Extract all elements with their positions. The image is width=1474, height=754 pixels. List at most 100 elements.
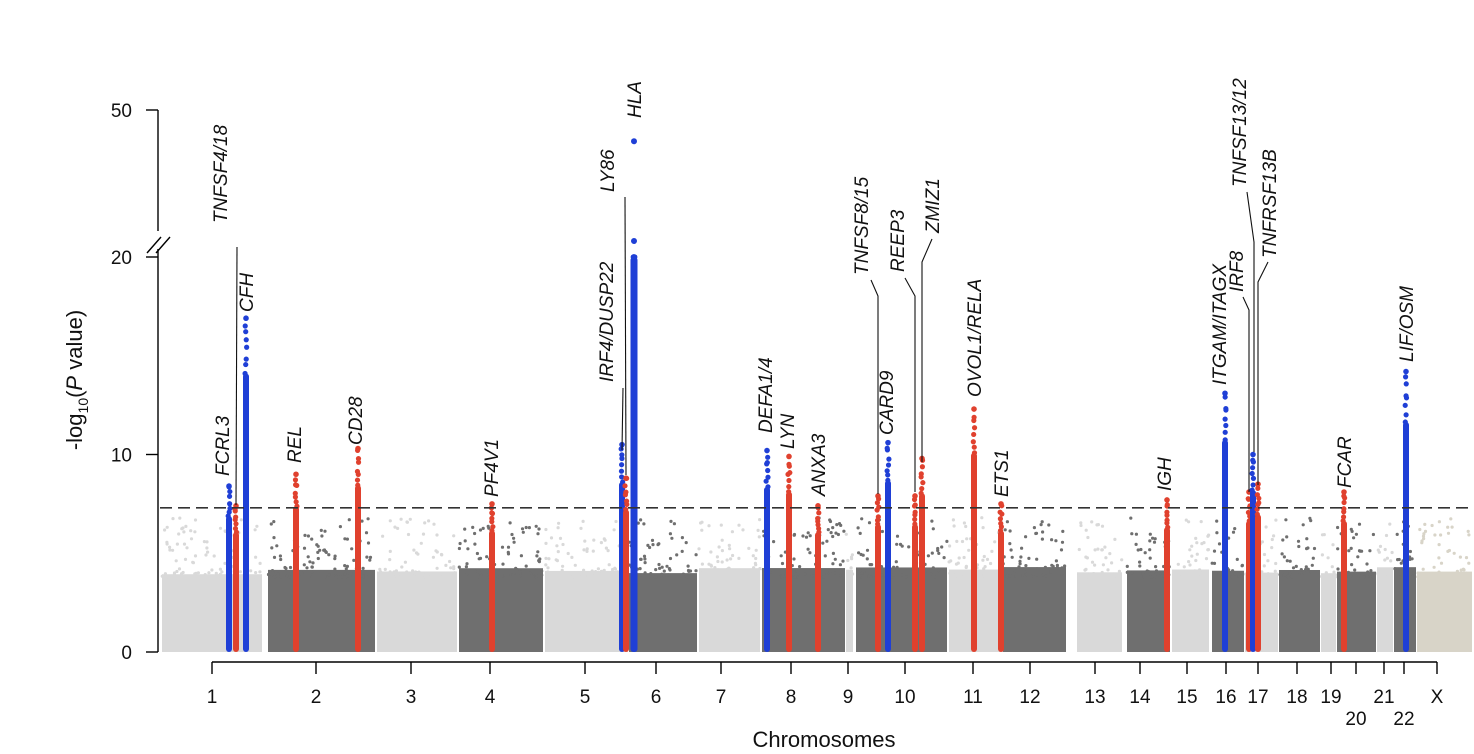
- chromosome-5-point: [599, 569, 604, 574]
- chromosome-12-point: [1055, 565, 1059, 570]
- chromosome-5-point: [579, 526, 583, 531]
- chromosome-2-point: [302, 546, 307, 550]
- chromosome-2-point: [278, 554, 282, 558]
- peak-igh-point: [1164, 502, 1170, 508]
- chromosome-6-point: [657, 562, 661, 567]
- chromosome-5-point: [599, 541, 604, 545]
- chromosome-2-point: [305, 566, 309, 570]
- peak-lif-osm-max: [1403, 368, 1409, 375]
- chromosome-14-point: [1147, 570, 1151, 574]
- chromosome-13-point: [1104, 556, 1108, 560]
- chromosome-6-point: [680, 549, 684, 554]
- chromosome-11-point: [990, 549, 994, 554]
- chromosome-3-point: [403, 560, 407, 564]
- chromosome-4-point: [478, 571, 482, 575]
- chromosome-7-point: [744, 572, 748, 576]
- chromosome-13-point: [1079, 523, 1083, 528]
- chromosome-5-point: [554, 572, 558, 577]
- chromosome-7-point: [747, 546, 751, 551]
- chromosome-4-point: [475, 551, 479, 556]
- chromosome-4-point: [534, 524, 538, 528]
- chromosome-11-point: [962, 521, 967, 525]
- chromosome-3-point: [392, 575, 396, 579]
- peak-ets1-point: [998, 520, 1004, 527]
- chromosome-6-point: [694, 569, 698, 573]
- chromosome-5-point: [583, 539, 587, 543]
- chromosome-20-point: [1371, 532, 1375, 537]
- chromosome-8-point: [828, 518, 832, 522]
- chromosome-9-point: [844, 532, 848, 536]
- x-tick-label-chr-12: 12: [1019, 687, 1040, 708]
- peak-card9-point: [885, 477, 891, 483]
- chromosome-1-point: [165, 540, 169, 544]
- chromosome-3-point: [434, 549, 438, 553]
- chromosome-12-point: [1041, 530, 1045, 534]
- chromosome-12-band: [1003, 567, 1066, 652]
- peak-hla-point: [631, 238, 637, 244]
- chromosome-2-point: [327, 573, 331, 577]
- chromosome-18-point: [1285, 559, 1289, 563]
- peak-fcar-point: [1340, 518, 1346, 524]
- chromosome-1-point: [178, 516, 182, 520]
- chromosome-4-point: [538, 557, 542, 561]
- peak-irf4-dusp22-point: [618, 474, 625, 480]
- peak-card9-max: [885, 439, 891, 446]
- peak-lif-osm-point: [1403, 393, 1409, 399]
- chromosome-1-point: [205, 540, 209, 544]
- chromosome-5-point: [544, 556, 548, 561]
- chromosome-2-point: [310, 575, 314, 579]
- peak-itgam-itagx-max: [1222, 390, 1228, 397]
- chromosome-6-band: [629, 573, 697, 652]
- gene-label-tnfrsf13b: TNFRSF13B: [1260, 149, 1281, 258]
- chromosome-12-point: [1027, 556, 1031, 561]
- chromosome-8-point: [831, 534, 835, 539]
- chromosome-2-point: [364, 531, 369, 535]
- chromosome-1-point: [193, 518, 198, 522]
- x-tick-label-chr-X: X: [1431, 687, 1444, 708]
- chromosome-X-point: [1439, 561, 1444, 565]
- chromosome-2-point: [274, 570, 278, 574]
- chromosome-18-point: [1294, 564, 1298, 569]
- chromosome-20-point: [1350, 563, 1354, 567]
- chromosome-15-point: [1187, 560, 1191, 564]
- leader-reep3: [904, 277, 916, 492]
- chromosome-6-point: [643, 557, 647, 561]
- chromosome-7-point: [741, 528, 745, 532]
- chromosome-4-point: [501, 562, 505, 566]
- peak-ly86-column: [623, 509, 629, 652]
- chromosome-1-point: [255, 524, 259, 528]
- chromosome-8-point: [806, 531, 810, 535]
- chromosome-13-point: [1079, 521, 1083, 525]
- chromosome-3-point: [448, 559, 452, 564]
- chromosome-X-point: [1430, 523, 1434, 528]
- peak-card9-point: [886, 456, 892, 462]
- peak-ets1-column: [998, 530, 1004, 652]
- chromosome-2-point: [343, 537, 347, 541]
- peak-ets1-max: [998, 501, 1004, 507]
- chromosome-14-point: [1138, 560, 1142, 564]
- chromosome-7-point: [719, 523, 723, 527]
- chromosome-5-point: [602, 568, 606, 572]
- chromosome-14-point: [1148, 556, 1152, 560]
- chromosome-10-point: [856, 526, 860, 530]
- chromosome-5-point: [547, 557, 551, 561]
- chromosome-6-point: [642, 554, 647, 558]
- x-tick-label-chr-4: 4: [485, 687, 496, 708]
- chromosome-2-point: [283, 565, 287, 570]
- chromosome-11-point: [956, 575, 961, 579]
- chromosome-X-point: [1446, 525, 1450, 529]
- chromosome-12-point: [1034, 531, 1038, 536]
- chromosome-1-point: [223, 561, 227, 566]
- chromosome-15-point: [1206, 548, 1210, 552]
- chromosome-10-point: [931, 527, 935, 531]
- chromosome-5-point: [603, 574, 607, 578]
- chromosome-1-point: [177, 567, 182, 571]
- chromosome-4-point: [536, 550, 540, 554]
- peak-hla-max: [631, 254, 637, 260]
- chromosome-X-point: [1437, 520, 1441, 524]
- chromosome-X-point: [1447, 575, 1451, 579]
- chromosome-20-point: [1366, 570, 1370, 574]
- chromosome-10-point: [940, 569, 944, 573]
- chromosome-3-point: [449, 566, 453, 570]
- peak-ovol1-rela-column: [971, 452, 977, 652]
